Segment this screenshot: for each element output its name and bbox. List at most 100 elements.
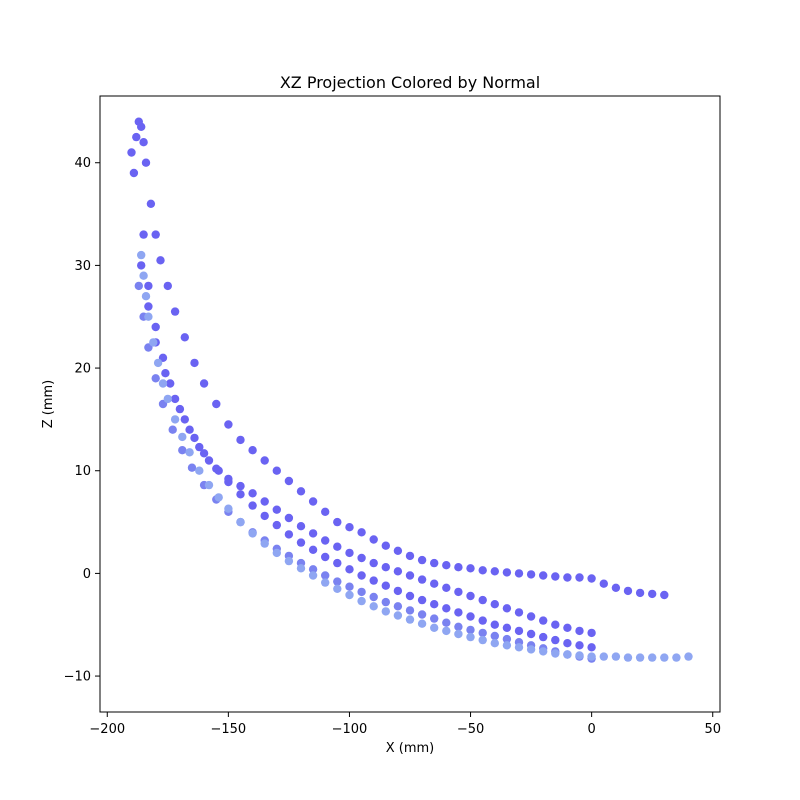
data-point bbox=[466, 564, 475, 573]
data-point bbox=[381, 597, 390, 607]
data-point bbox=[333, 558, 342, 568]
data-point bbox=[187, 463, 197, 472]
data-point bbox=[623, 586, 633, 596]
data-point bbox=[648, 589, 657, 599]
data-point bbox=[153, 358, 163, 368]
data-point bbox=[296, 538, 306, 547]
data-point bbox=[284, 530, 294, 539]
data-point bbox=[185, 425, 194, 434]
data-point bbox=[134, 281, 143, 291]
data-point bbox=[357, 553, 366, 563]
data-point bbox=[151, 374, 160, 383]
data-point bbox=[168, 425, 177, 434]
data-point bbox=[236, 481, 245, 491]
data-point bbox=[321, 552, 330, 562]
data-point bbox=[514, 643, 524, 652]
data-point bbox=[139, 271, 148, 280]
data-point bbox=[454, 608, 463, 617]
data-point bbox=[204, 456, 214, 465]
data-point bbox=[369, 592, 378, 602]
data-point bbox=[466, 625, 475, 635]
data-point bbox=[260, 497, 269, 506]
data-point bbox=[178, 446, 187, 455]
data-point bbox=[132, 132, 141, 142]
data-point bbox=[442, 618, 451, 627]
data-point bbox=[405, 571, 415, 580]
data-point bbox=[345, 590, 354, 600]
data-point bbox=[129, 168, 139, 178]
data-point bbox=[648, 653, 657, 662]
data-point bbox=[587, 643, 596, 652]
data-point bbox=[417, 619, 427, 628]
data-point bbox=[551, 572, 560, 581]
data-point bbox=[405, 591, 415, 601]
data-point bbox=[141, 158, 151, 167]
data-point bbox=[684, 652, 693, 661]
data-point bbox=[490, 620, 499, 629]
x-tick-label: 50 bbox=[704, 722, 721, 737]
data-point bbox=[161, 369, 170, 378]
data-point bbox=[345, 582, 354, 591]
data-point bbox=[393, 586, 403, 596]
data-point bbox=[185, 448, 194, 457]
data-point bbox=[248, 446, 257, 455]
data-point bbox=[575, 641, 584, 650]
y-axis-label: Z (mm) bbox=[41, 380, 56, 429]
data-point bbox=[284, 513, 294, 523]
data-point bbox=[345, 548, 354, 558]
data-point bbox=[156, 256, 165, 265]
data-point bbox=[417, 575, 427, 584]
data-point bbox=[248, 501, 257, 510]
data-point bbox=[417, 595, 427, 605]
data-point bbox=[405, 551, 415, 561]
data-point bbox=[466, 591, 475, 601]
data-point bbox=[248, 529, 257, 538]
data-point bbox=[141, 292, 151, 301]
data-point bbox=[204, 480, 214, 490]
y-tick-label: 10 bbox=[74, 464, 91, 479]
data-point bbox=[369, 602, 378, 611]
data-point bbox=[357, 528, 366, 537]
data-point bbox=[224, 420, 233, 429]
data-point bbox=[139, 230, 148, 239]
x-axis: −200 −150 −100 −50 0 50 bbox=[89, 712, 721, 737]
data-point bbox=[137, 122, 146, 131]
data-point bbox=[660, 590, 669, 600]
data-point bbox=[430, 558, 439, 568]
data-point bbox=[166, 379, 175, 388]
data-point bbox=[333, 542, 342, 551]
data-point bbox=[660, 653, 669, 662]
data-point bbox=[151, 230, 160, 239]
data-point bbox=[369, 535, 378, 544]
data-point bbox=[321, 571, 330, 580]
data-point bbox=[333, 584, 342, 593]
data-point bbox=[417, 555, 427, 565]
data-point bbox=[478, 635, 487, 645]
data-point bbox=[502, 623, 512, 632]
data-point bbox=[345, 523, 354, 532]
x-tick-label: 0 bbox=[588, 722, 596, 737]
data-point bbox=[260, 511, 269, 521]
data-point bbox=[393, 611, 403, 620]
data-point bbox=[539, 571, 548, 580]
data-point bbox=[163, 281, 172, 291]
data-point bbox=[296, 564, 306, 573]
data-point bbox=[139, 138, 148, 147]
data-point bbox=[308, 545, 318, 554]
data-point bbox=[442, 604, 451, 613]
data-point bbox=[599, 652, 608, 661]
data-point bbox=[272, 548, 281, 558]
data-point bbox=[563, 623, 572, 632]
data-point bbox=[199, 379, 209, 388]
data-point bbox=[430, 614, 439, 623]
data-point bbox=[635, 653, 645, 662]
data-point bbox=[514, 569, 524, 578]
y-tick-label: 30 bbox=[74, 259, 91, 274]
data-point bbox=[623, 653, 633, 662]
data-point bbox=[308, 565, 318, 574]
chart-title: XZ Projection Colored by Normal bbox=[280, 73, 540, 92]
data-point bbox=[248, 489, 257, 498]
data-point bbox=[563, 650, 572, 659]
data-point bbox=[127, 148, 136, 157]
